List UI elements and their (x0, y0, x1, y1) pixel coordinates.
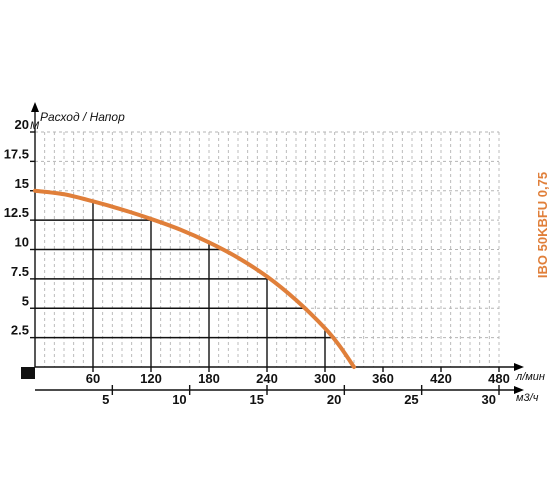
x-tick-label: 300 (314, 371, 336, 386)
x2-tick-label: 15 (250, 392, 264, 407)
y-tick-label: 7.5 (11, 264, 29, 279)
x2-tick-label: 10 (172, 392, 186, 407)
y-tick-label: 17.5 (4, 146, 29, 161)
x2-tick-label: 20 (327, 392, 341, 407)
x-tick-label: 480 (488, 371, 510, 386)
x2-tick-label: 25 (404, 392, 418, 407)
chart-title: IBO 50KBFU 0,75 (535, 172, 550, 278)
y-axis-title: Расход / Напор (40, 110, 125, 124)
y-tick-label: 12.5 (4, 205, 29, 220)
y-tick-label: 5 (22, 293, 29, 308)
x-tick-label: 120 (140, 371, 162, 386)
origin-marker (21, 367, 35, 379)
y-axis-arrow (31, 102, 39, 112)
operating-point-lines (35, 201, 333, 367)
x2-tick-label: 30 (482, 392, 496, 407)
curve-layer (33, 188, 356, 369)
axes (21, 102, 524, 395)
x2-axis-arrow (514, 386, 524, 394)
x-axis-unit: л/мин (515, 371, 545, 383)
y-axis-unit: М (30, 120, 40, 132)
x-tick-label: 420 (430, 371, 452, 386)
x2-axis-unit: м3/ч (516, 392, 539, 404)
x-tick-label: 180 (198, 371, 220, 386)
x2-tick-label: 5 (102, 392, 109, 407)
dashed-grid (35, 131, 500, 367)
y-tick-label: 10 (15, 235, 29, 250)
x-axis-arrow (514, 363, 524, 371)
y-tick-label: 15 (15, 176, 29, 191)
x-tick-label: 240 (256, 371, 278, 386)
y-tick-label: 2.5 (11, 323, 29, 338)
x-tick-label: 60 (86, 371, 100, 386)
x-tick-label: 360 (372, 371, 394, 386)
performance-curve (33, 188, 356, 369)
y-tick-label: 20 (15, 117, 29, 132)
